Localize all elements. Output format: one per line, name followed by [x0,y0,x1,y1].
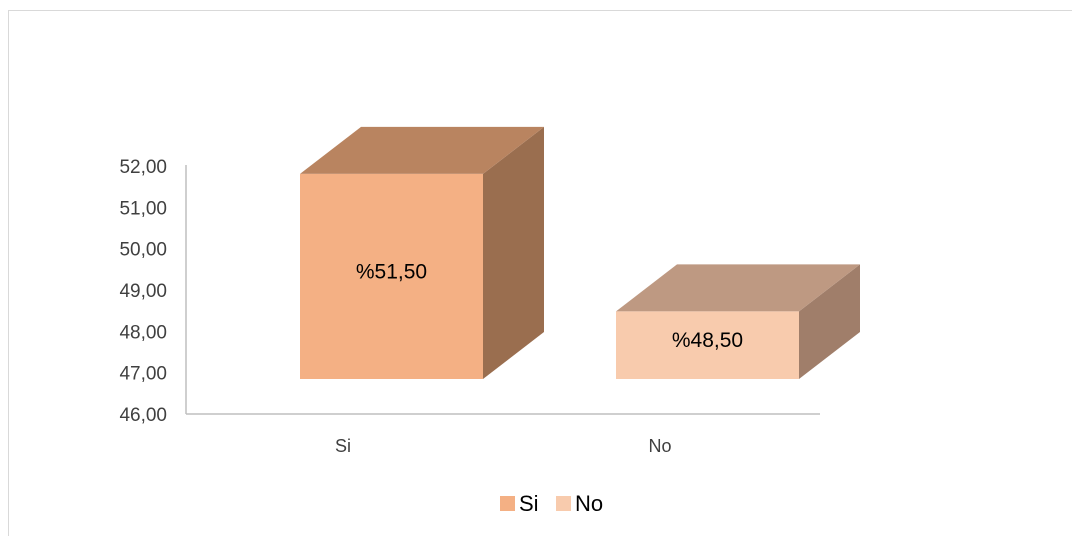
bar-front-face [300,173,483,379]
legend-label: Si [519,491,539,516]
bar-side-face [799,264,860,379]
y-tick-label: 50,00 [119,240,167,261]
category-label: Si [335,436,351,456]
bar-side-face [483,126,544,380]
category-labels: Si No [335,436,672,456]
bar-no: %48,50 [616,264,860,379]
legend-item-no: No [556,491,603,516]
legend-label: No [575,491,603,516]
y-tick-label: 49,00 [119,281,167,302]
data-label: %48,50 [672,329,743,352]
y-tick-label: 48,00 [119,322,167,343]
chart-axes [185,165,820,415]
bar-front-face [616,311,799,379]
legend-swatch [500,496,515,511]
category-label: No [648,436,671,456]
bars: %51,50 %48,50 [300,126,860,380]
y-tick-label: 51,00 [119,198,167,219]
chart-frame [8,10,1072,536]
legend-swatch [556,496,571,511]
y-tick-label: 52,00 [119,157,167,178]
y-tick-labels: 46,00 47,00 48,00 49,00 50,00 51,00 52,00 [119,157,167,426]
legend-item-si: Si [500,491,539,516]
bar-si: %51,50 [300,126,544,380]
y-tick-label: 46,00 [119,405,167,426]
y-tick-label: 47,00 [119,364,167,385]
legend: Si No [500,491,603,516]
bar-top-face [616,264,860,312]
data-label: %51,50 [356,260,427,283]
bar-top-face [300,126,544,174]
